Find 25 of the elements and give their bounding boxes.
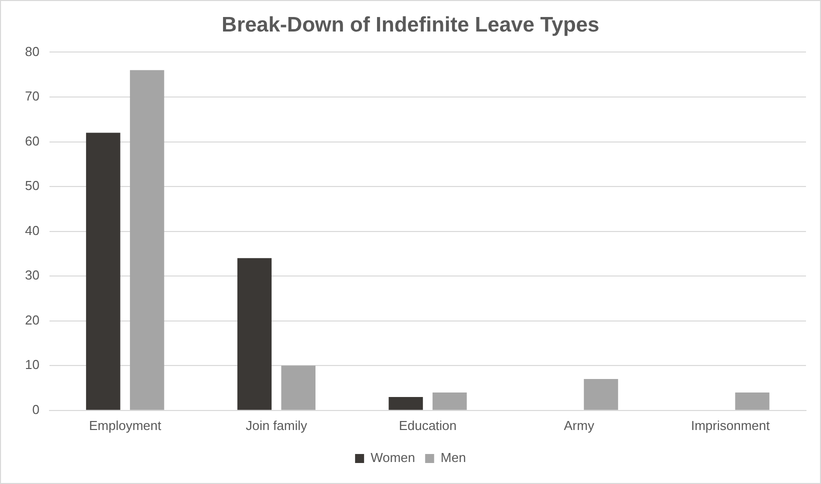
- x-tick-label: Employment: [88, 418, 162, 433]
- legend-label: Men: [440, 450, 466, 466]
- y-tick-label: 80: [24, 44, 40, 59]
- y-tick-label: 30: [24, 268, 40, 283]
- legend-label: Women: [370, 450, 416, 466]
- y-tick-label: 50: [24, 178, 40, 194]
- bar: [432, 392, 467, 410]
- y-tick-label: 60: [24, 133, 40, 148]
- bar: [388, 396, 423, 410]
- bar: [86, 132, 120, 410]
- y-tick-label: 0: [32, 402, 40, 417]
- bar: [735, 392, 770, 410]
- y-tick-label: 20: [24, 312, 40, 328]
- chart-title: Break-Down of Indefinite Leave Types: [222, 13, 600, 36]
- x-tick-label: Army: [564, 418, 595, 433]
- bar: [281, 366, 316, 410]
- y-tick-label: 70: [24, 88, 40, 104]
- x-tick-label: Education: [398, 418, 457, 433]
- y-tick-label: 40: [24, 222, 40, 238]
- x-tick-label: Imprisonment: [690, 418, 770, 433]
- x-tick-label: Join family: [246, 418, 308, 433]
- bar: [584, 379, 618, 410]
- bar: [130, 70, 164, 410]
- y-tick-label: 10: [24, 357, 40, 372]
- bar: [237, 258, 272, 410]
